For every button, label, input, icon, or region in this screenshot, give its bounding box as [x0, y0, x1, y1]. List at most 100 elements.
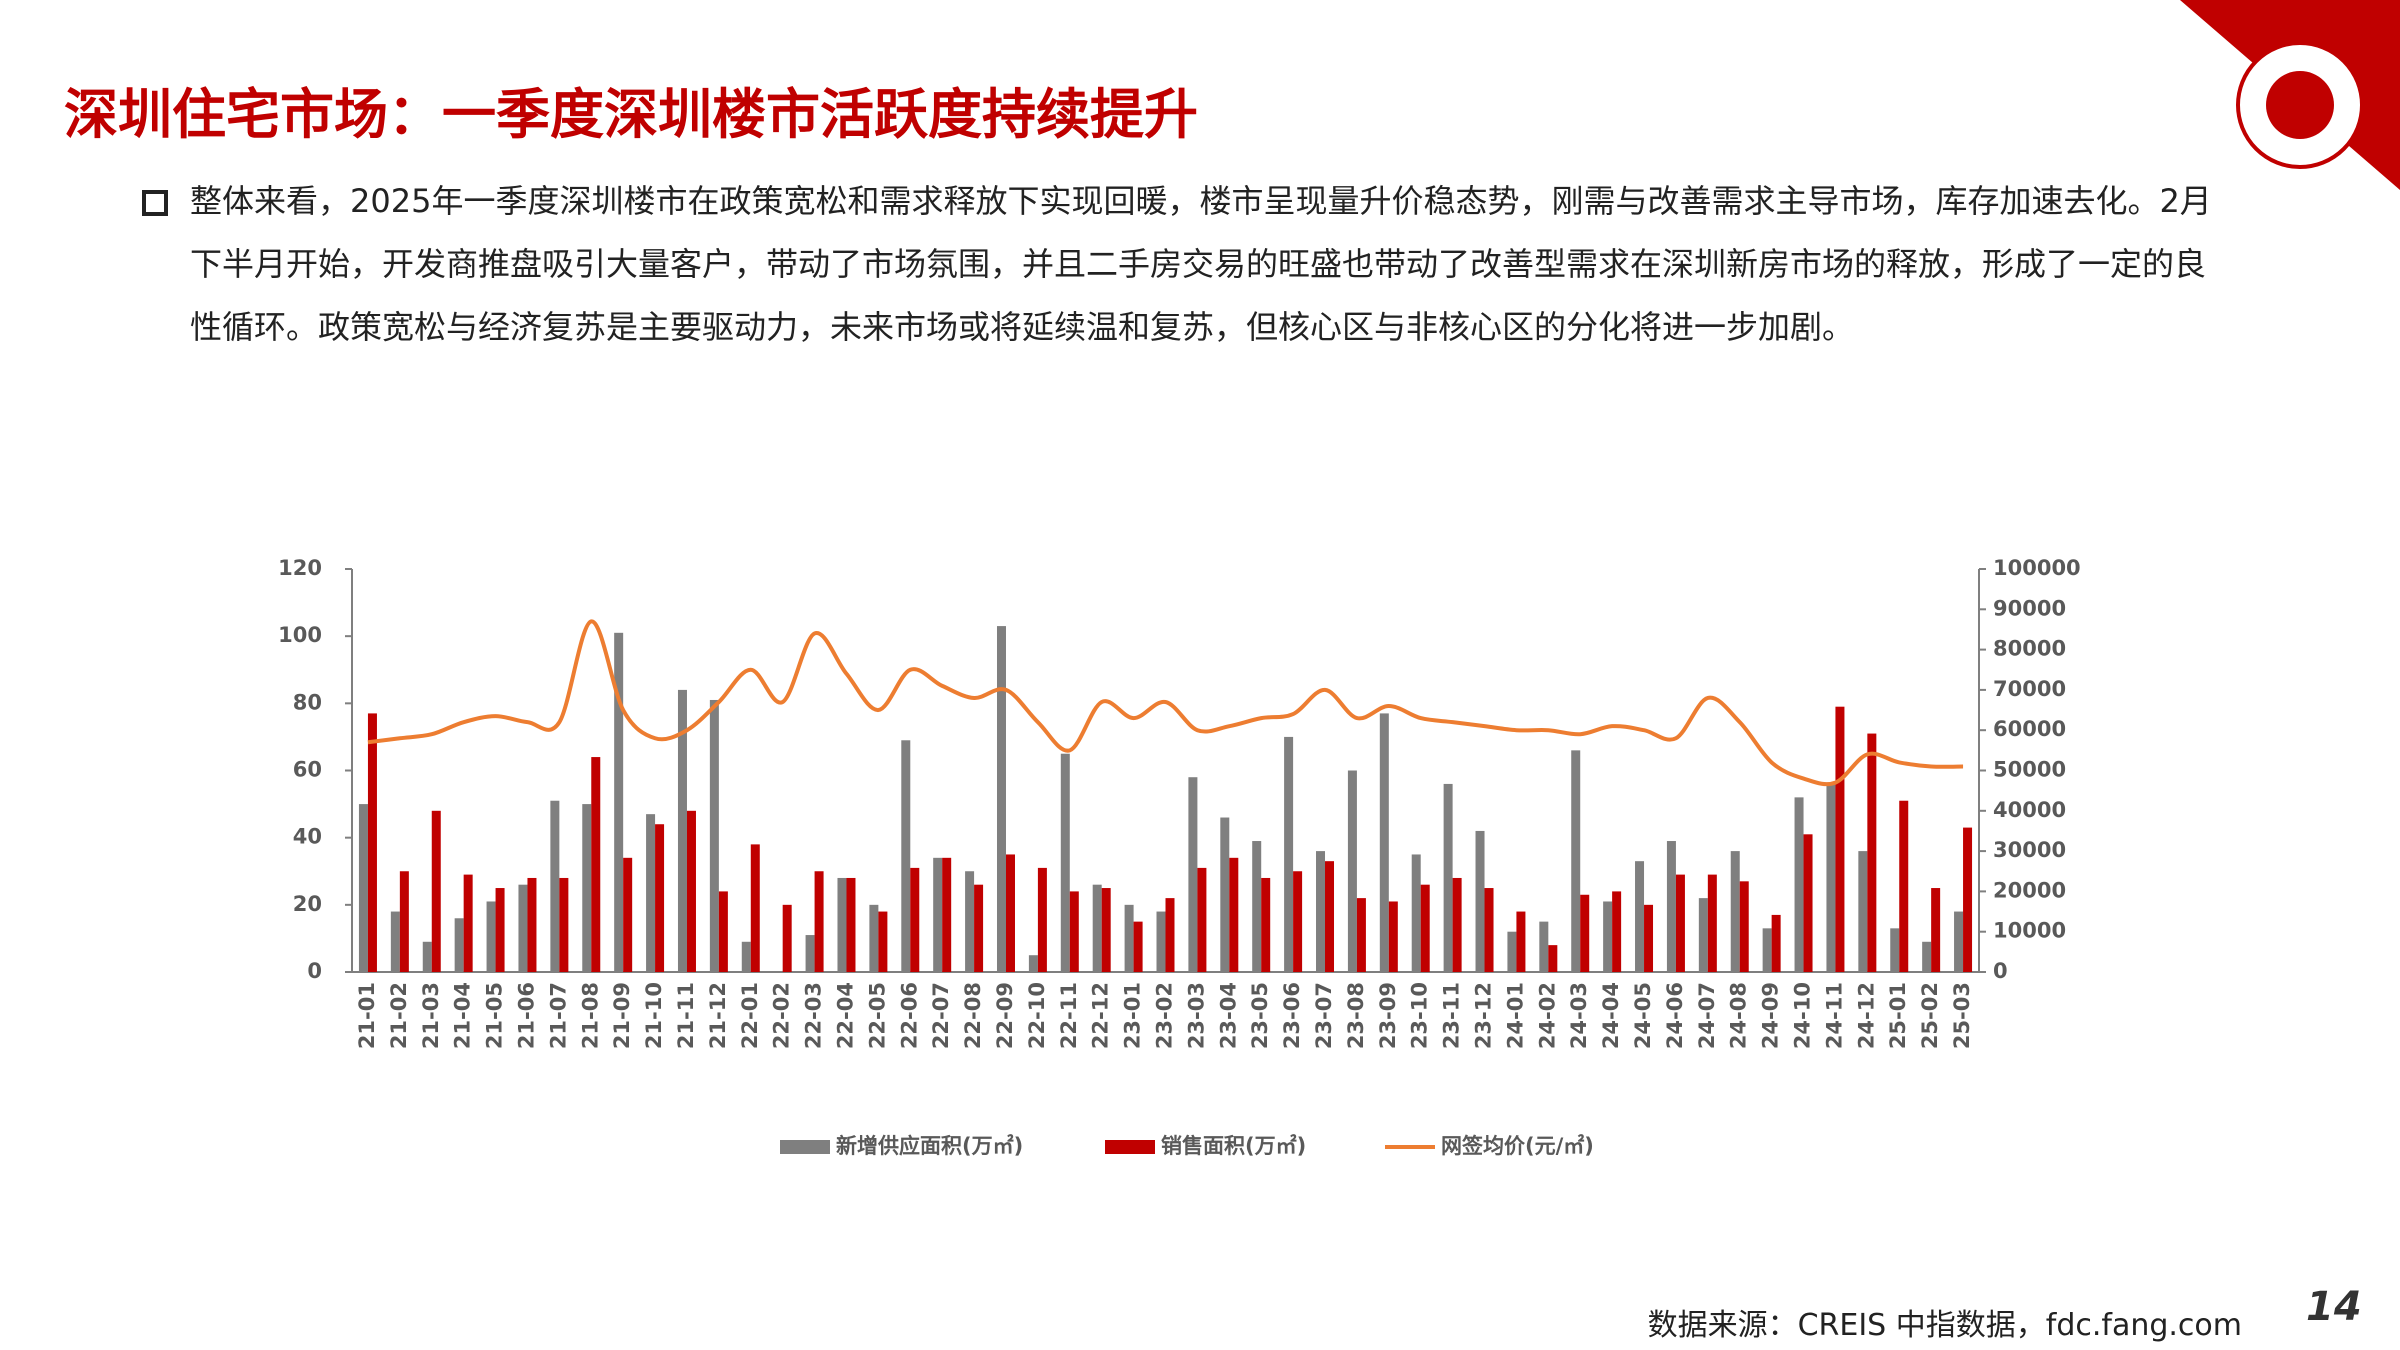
- y2-tick-label: 30000: [1993, 838, 2066, 862]
- x-tick-label: 22-10: [1025, 982, 1049, 1049]
- bar: [686, 810, 696, 972]
- bar: [1762, 928, 1772, 972]
- x-tick-label: 21-03: [419, 982, 443, 1049]
- bar: [1443, 783, 1453, 972]
- bar: [1220, 817, 1230, 972]
- bar: [974, 884, 984, 972]
- x-tick-label: 22-03: [802, 982, 826, 1049]
- bar: [623, 857, 633, 972]
- x-tick-label: 21-12: [706, 982, 730, 1049]
- y-tick-label: 0: [307, 959, 322, 983]
- x-tick-label: 21-01: [355, 982, 379, 1049]
- x-tick-label: 22-06: [897, 982, 921, 1049]
- bar: [846, 877, 856, 972]
- bar: [965, 871, 975, 972]
- bar: [1420, 884, 1430, 972]
- x-tick-label: 25-01: [1886, 982, 1910, 1049]
- bar: [1356, 898, 1366, 972]
- x-tick-label: 23-10: [1408, 982, 1432, 1049]
- bar: [718, 891, 728, 972]
- bar: [358, 804, 368, 972]
- bar: [550, 800, 560, 972]
- bar: [1539, 921, 1549, 972]
- x-tick-label: 24-11: [1822, 982, 1846, 1049]
- slide-title: 深圳住宅市场：一季度深圳楼市活跃度持续提升: [64, 83, 1198, 146]
- bar: [1060, 753, 1070, 972]
- bar: [1931, 888, 1941, 972]
- bar: [614, 632, 624, 972]
- bar: [1963, 827, 1973, 972]
- logo-center: [2266, 71, 2334, 139]
- y2-tick-label: 50000: [1993, 758, 2066, 782]
- legend-swatch: [780, 1140, 830, 1154]
- bar: [1005, 854, 1015, 972]
- x-tick-label: 23-02: [1153, 982, 1177, 1049]
- x-tick-label: 22-11: [1057, 982, 1081, 1049]
- y-tick-label: 40: [293, 825, 322, 849]
- bar: [463, 874, 473, 972]
- bar: [1771, 914, 1781, 972]
- bar: [1284, 736, 1294, 972]
- x-tick-label: 21-07: [546, 982, 570, 1049]
- bar: [1293, 871, 1303, 972]
- y-tick-label: 120: [278, 556, 322, 580]
- bar: [431, 810, 441, 972]
- bar: [1548, 945, 1558, 972]
- bar: [1675, 874, 1685, 972]
- bar: [814, 871, 824, 972]
- bar: [367, 713, 377, 972]
- bar: [559, 877, 569, 972]
- bar: [1698, 898, 1708, 972]
- y2-tick-label: 20000: [1993, 878, 2066, 902]
- y2-tick-label: 60000: [1993, 717, 2066, 741]
- x-tick-label: 24-12: [1854, 982, 1878, 1049]
- x-tick-label: 23-01: [1121, 982, 1145, 1049]
- bar: [1730, 851, 1740, 972]
- bar: [454, 918, 464, 972]
- x-tick-label: 22-09: [993, 982, 1017, 1049]
- bar: [1475, 830, 1485, 972]
- bar: [709, 699, 719, 972]
- x-tick-label: 23-11: [1440, 982, 1464, 1049]
- bar: [869, 904, 879, 972]
- y2-tick-label: 0: [1993, 959, 2008, 983]
- x-tick-label: 24-06: [1663, 982, 1687, 1049]
- bar: [1580, 894, 1590, 972]
- x-tick-label: 24-05: [1631, 982, 1655, 1049]
- bar: [1124, 904, 1134, 972]
- bar: [1188, 777, 1198, 972]
- bullet: [142, 190, 168, 216]
- bar: [1101, 888, 1111, 972]
- bar: [518, 884, 528, 972]
- bar: [1516, 911, 1526, 972]
- bar: [1325, 861, 1335, 972]
- bar: [1316, 851, 1326, 972]
- bar: [1347, 770, 1357, 972]
- bar: [399, 871, 409, 972]
- bar: [677, 689, 687, 972]
- bar: [1229, 857, 1239, 972]
- bar: [1635, 861, 1645, 972]
- bar: [837, 877, 847, 972]
- bar: [1835, 706, 1845, 972]
- x-tick-label: 23-05: [1248, 982, 1272, 1049]
- y-tick-label: 100: [278, 623, 322, 647]
- x-tick-label: 21-06: [514, 982, 538, 1049]
- x-tick-label: 24-03: [1567, 982, 1591, 1049]
- bar: [1507, 931, 1517, 972]
- bar: [1571, 750, 1581, 972]
- bar: [1411, 854, 1421, 972]
- bar: [1899, 800, 1909, 972]
- x-tick-label: 25-03: [1950, 982, 1974, 1049]
- bar: [1890, 928, 1900, 972]
- y2-tick-label: 80000: [1993, 637, 2066, 661]
- bar: [1252, 841, 1262, 972]
- bar: [942, 857, 952, 972]
- bar: [655, 824, 665, 972]
- source-note: 数据来源：CREIS 中指数据，fdc.fang.com: [1647, 1308, 2242, 1343]
- bar: [910, 867, 920, 972]
- x-tick-label: 24-04: [1599, 982, 1623, 1049]
- x-tick-label: 22-05: [865, 982, 889, 1049]
- bar: [1644, 904, 1654, 972]
- bar: [933, 857, 943, 972]
